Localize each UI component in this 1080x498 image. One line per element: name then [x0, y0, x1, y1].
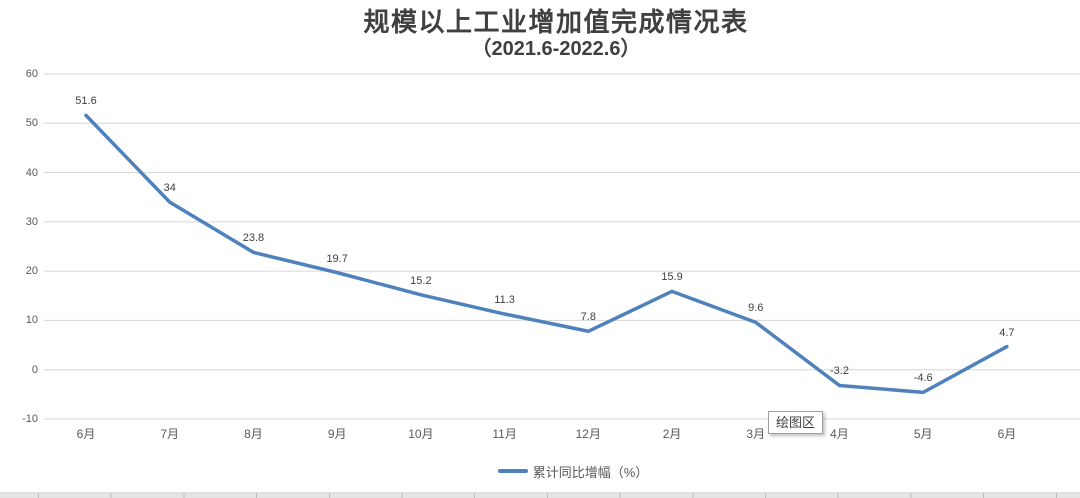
- y-axis-label: 40: [25, 166, 38, 179]
- data-label: 11.3: [494, 294, 515, 307]
- data-label: 7.8: [580, 311, 596, 324]
- data-label: 51.6: [75, 95, 97, 108]
- worksheet-edge-strip: [0, 492, 1080, 498]
- x-axis-label: 7月: [160, 427, 180, 441]
- x-axis-label: 2月: [662, 427, 682, 441]
- data-label: 15.9: [661, 271, 683, 284]
- x-axis-label: 12月: [575, 427, 601, 441]
- x-axis-label: 11月: [492, 427, 517, 441]
- data-label: 9.6: [748, 302, 764, 315]
- y-axis-label: 30: [25, 215, 38, 228]
- legend-line-marker: [497, 469, 528, 473]
- data-label: -3.2: [829, 365, 849, 378]
- data-label: 34: [163, 182, 176, 195]
- legend[interactable]: 累计同比增幅（%）: [66, 462, 1080, 480]
- y-axis-label: -10: [22, 413, 38, 425]
- data-label: 23.8: [242, 232, 265, 245]
- x-axis-label: 6月: [76, 427, 96, 441]
- data-label: -4.6: [913, 372, 933, 385]
- x-axis-label: 4月: [830, 427, 849, 441]
- series-line[interactable]: [84, 113, 1009, 395]
- data-label: 4.7: [999, 326, 1015, 339]
- x-axis-label: 10月: [408, 427, 434, 441]
- y-axis-label: 20: [25, 265, 38, 278]
- y-axis-label: 50: [25, 117, 38, 130]
- data-label: 19.7: [326, 252, 348, 265]
- y-axis-label: 60: [25, 68, 38, 80]
- legend-label: 累计同比增幅（%）: [532, 464, 649, 480]
- x-axis-label: 6月: [997, 427, 1017, 441]
- x-axis-label: 9月: [327, 427, 347, 441]
- y-axis-label: 10: [25, 314, 38, 327]
- y-axis-label: 0: [31, 363, 38, 376]
- x-axis-label: 8月: [244, 427, 263, 441]
- x-axis-label: 5月: [913, 427, 933, 441]
- plot-area-tooltip: 绘图区: [768, 411, 823, 434]
- data-label: 15.2: [410, 274, 432, 287]
- x-axis-label: 3月: [746, 427, 766, 441]
